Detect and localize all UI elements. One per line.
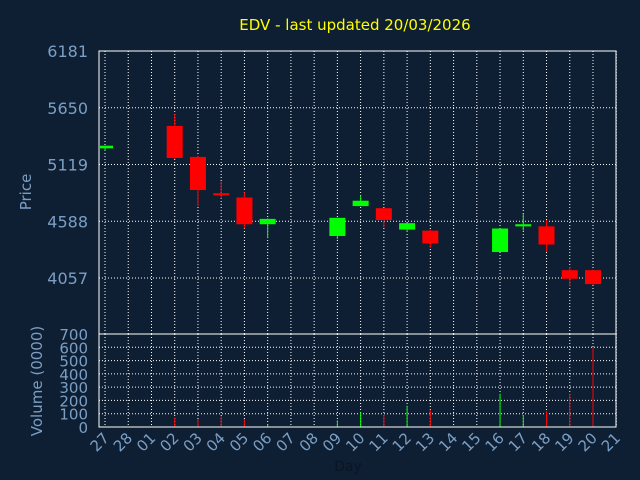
volume-plot-frame	[98, 333, 617, 428]
chart-title: EDV - last updated 20/03/2026	[239, 16, 470, 34]
volume-tick-label: 300	[59, 379, 88, 397]
candle-body	[259, 218, 276, 225]
x-tick-labels: 2728010203040506070809101112131415161718…	[87, 429, 624, 455]
candle-body	[375, 208, 392, 220]
candle-body	[515, 224, 532, 227]
price-tick-label: 4057	[47, 269, 88, 288]
price-tick-label: 5119	[47, 156, 88, 175]
candles	[100, 114, 601, 287]
volume-tick-label: 700	[59, 326, 88, 344]
candle-body	[492, 228, 509, 253]
volume-tick-label: 100	[59, 406, 88, 424]
price-y-ticks: 6181 5650 5119 4588 4057	[47, 42, 88, 288]
candle-body	[329, 217, 346, 236]
volume-tick-label: 500	[59, 353, 88, 371]
volume-tick-label: 200	[59, 392, 88, 410]
candle-body	[100, 145, 113, 149]
candle-body	[561, 270, 578, 279]
candle-body	[538, 226, 555, 245]
price-tick-label: 6181	[47, 42, 88, 61]
volume-tick-label: 600	[59, 339, 88, 357]
volume-axis-label: Volume (0000)	[28, 326, 46, 436]
candle-body	[352, 200, 369, 207]
candle-body	[422, 230, 439, 244]
volume-tick-label: 400	[59, 366, 88, 384]
candle-body	[213, 193, 230, 196]
volume-bars	[174, 347, 594, 427]
price-tick-label: 5650	[47, 99, 88, 118]
volume-tick-label: 0	[78, 419, 88, 437]
candle-body	[236, 197, 253, 225]
x-axis-label: Day	[334, 459, 362, 475]
price-tick-label: 4588	[47, 212, 88, 231]
candle-body	[399, 223, 416, 230]
candle-body	[166, 125, 183, 158]
candle-body	[585, 270, 601, 285]
price-axis-label: Price	[17, 174, 35, 211]
candle-body	[189, 156, 206, 191]
